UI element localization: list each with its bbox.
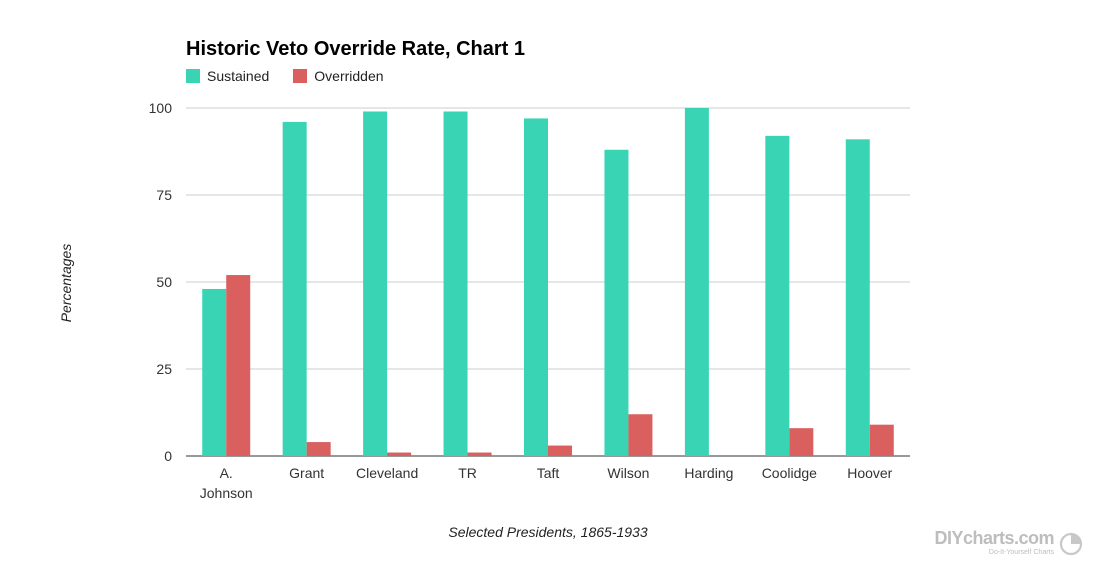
bar-overridden-3 [467,452,492,456]
bar-sustained-2 [363,111,388,456]
brand-name: DIYcharts.com [934,528,1054,548]
x-tick-label-line: Johnson [200,485,253,501]
bar-sustained-7 [765,135,790,456]
bar-sustained-8 [845,139,870,456]
x-tick-label-line: Cleveland [356,465,418,481]
x-tick-label-line: Grant [289,465,324,481]
x-tick-label: Wilson [607,465,649,481]
bar-overridden-8 [869,424,894,456]
x-tick-label: Grant [289,465,324,481]
x-tick-label: TR [458,465,477,481]
bar-sustained-1 [282,121,307,457]
x-tick-label: Coolidge [762,465,817,481]
x-tick-label-line: Harding [684,465,733,481]
x-axis-label: Selected Presidents, 1865-1933 [448,524,648,540]
bar-sustained-6 [684,108,709,456]
x-tick-label-line: Hoover [847,465,892,481]
x-tick-label-line: TR [458,465,477,481]
y-tick-label: 100 [149,100,173,116]
legend: Sustained Overridden [186,68,384,84]
x-tick-label: Hoover [847,465,892,481]
legend-item-overridden[interactable]: Overridden [293,68,384,84]
chart-title: Historic Veto Override Rate, Chart 1 [186,38,526,60]
legend-swatch-overridden [293,69,308,83]
x-tick-label: Cleveland [356,465,418,481]
y-tick-label: 0 [164,448,172,464]
x-tick-label-line: Wilson [607,465,649,481]
legend-label-overridden: Overridden [314,68,384,84]
x-tick-label: Harding [684,465,733,481]
brand-tagline: Do-It-Yourself Charts [988,549,1054,556]
bar-overridden-2 [387,452,412,456]
x-tick-label: A. Johnson [200,465,253,501]
y-tick-label: 25 [156,361,172,377]
x-tick-label-line: A. [220,465,233,481]
pie-chart-icon [1059,532,1083,555]
bar-sustained-5 [604,149,629,456]
bar-sustained-4 [524,118,548,456]
x-tick-label-line: Coolidge [762,465,817,481]
legend-item-sustained[interactable]: Sustained [186,68,269,84]
y-tick-label: 50 [156,274,172,290]
bar-overridden-1 [306,442,331,456]
bar-overridden-4 [548,445,572,456]
bar-overridden-7 [789,428,814,456]
x-tick-label: Taft [537,465,560,481]
bar-sustained-0 [202,288,227,456]
y-tick-label: 75 [156,187,172,203]
bar-sustained-3 [443,111,468,456]
legend-label-sustained: Sustained [207,68,270,84]
legend-swatch-sustained [186,69,200,83]
bar-overridden-5 [628,414,653,456]
x-tick-label-line: Taft [537,465,560,481]
diycharts-logo: DIYcharts.com Do-It-Yourself Charts [934,529,1084,556]
bar-overridden-0 [226,275,251,456]
